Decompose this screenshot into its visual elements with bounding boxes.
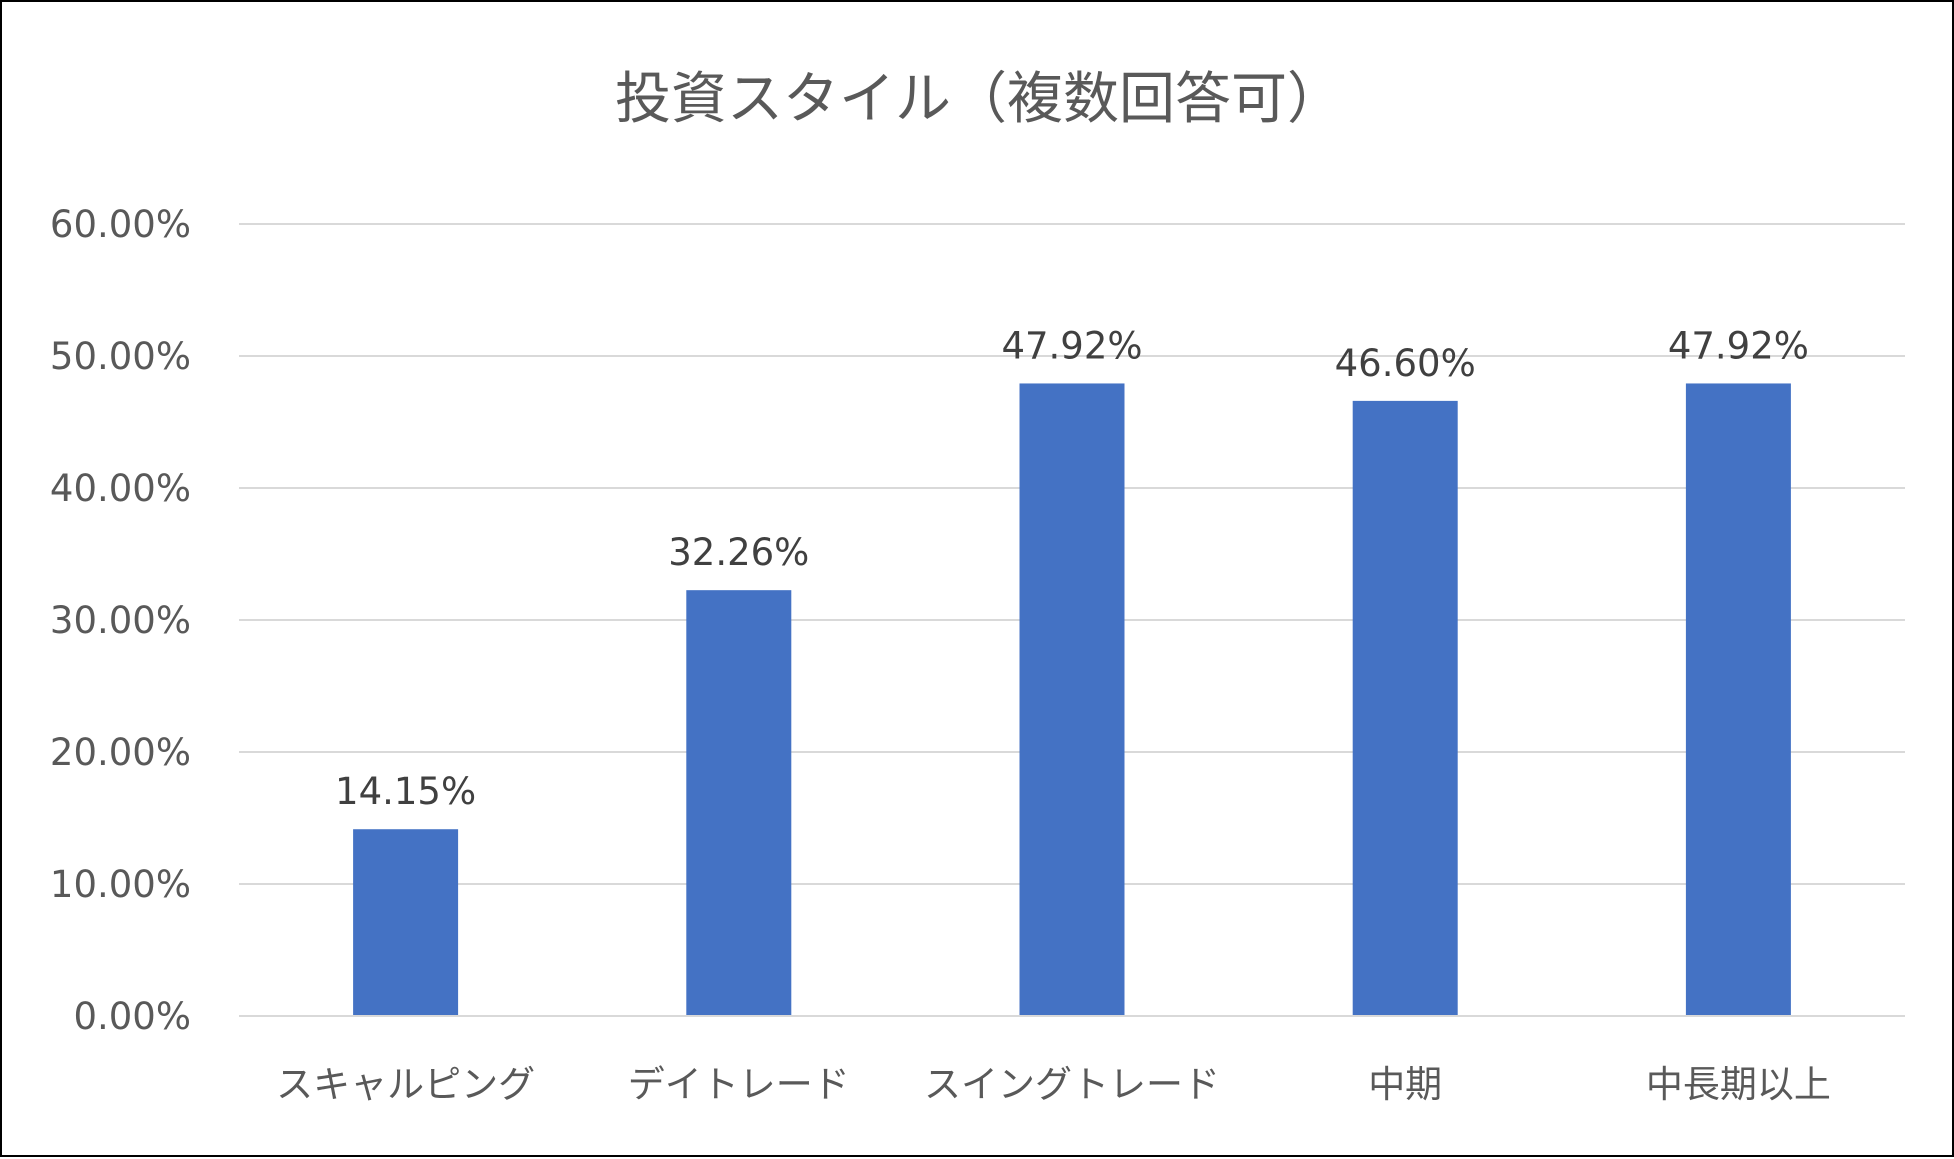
x-category-label: スイングトレード <box>924 1063 1220 1106</box>
bar <box>1352 400 1458 1016</box>
y-tick-label: 50.00% <box>50 335 191 378</box>
y-tick-label: 0.00% <box>73 995 191 1038</box>
x-category-label: スキャルピング <box>276 1063 535 1106</box>
bar <box>1019 383 1125 1016</box>
data-label: 47.92% <box>1668 324 1809 367</box>
bar <box>353 829 459 1016</box>
x-category-label: デイトレード <box>628 1063 850 1106</box>
bar <box>686 590 792 1016</box>
y-tick-label: 60.00% <box>50 203 191 246</box>
bar <box>1685 383 1791 1016</box>
chart-title: 投資スタイル（複数回答可） <box>615 67 1343 132</box>
x-category-label: 中長期以上 <box>1646 1063 1831 1106</box>
data-label: 14.15% <box>335 770 476 813</box>
y-tick-label: 10.00% <box>50 863 191 906</box>
y-tick-label: 30.00% <box>50 599 191 642</box>
data-label: 46.60% <box>1335 342 1476 385</box>
y-tick-label: 40.00% <box>50 467 191 510</box>
data-label: 47.92% <box>1001 324 1142 367</box>
y-tick-label: 20.00% <box>50 731 191 774</box>
data-label: 32.26% <box>668 531 809 574</box>
x-category-label: 中期 <box>1368 1063 1442 1106</box>
